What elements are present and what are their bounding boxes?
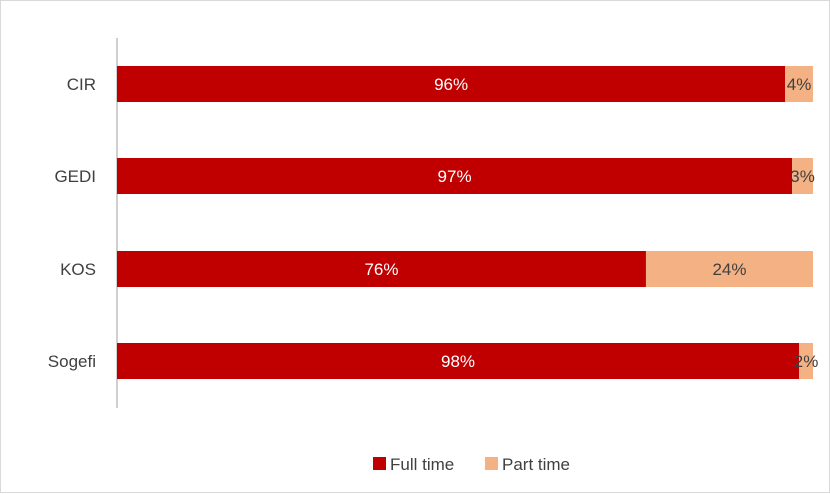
data-label-part-time-gedi: 3%	[790, 167, 815, 186]
bar-part-time-kos	[645, 251, 813, 287]
bars-layer: 96% 4% 97% 3% 76% 24% 98% 2%	[117, 66, 818, 379]
data-label-part-time-kos: 24%	[712, 260, 746, 279]
bar-part-time-sogefi	[799, 343, 813, 379]
bar-full-time-cir	[117, 66, 786, 102]
bar-full-time-kos	[117, 251, 646, 287]
data-label-full-time-sogefi: 98%	[441, 352, 475, 371]
category-label-gedi: GEDI	[54, 167, 96, 186]
legend-label-part-time: Part time	[502, 455, 570, 474]
data-label-part-time-cir: 4%	[787, 75, 812, 94]
legend-swatch-part-time	[485, 457, 498, 470]
bar-part-time-cir	[785, 66, 813, 102]
bar-full-time-gedi	[117, 158, 793, 194]
category-label-cir: CIR	[67, 75, 96, 94]
bar-part-time-gedi	[792, 158, 813, 194]
legend: Full time Part time	[373, 455, 570, 474]
data-label-full-time-gedi: 97%	[438, 167, 472, 186]
bar-full-time-sogefi	[117, 343, 800, 379]
category-labels: CIR GEDI KOS Sogefi	[48, 75, 96, 371]
legend-label-full-time: Full time	[390, 455, 454, 474]
category-label-sogefi: Sogefi	[48, 352, 96, 371]
data-label-part-time-sogefi: 2%	[794, 352, 819, 371]
category-label-kos: KOS	[60, 260, 96, 279]
data-label-full-time-cir: 96%	[434, 75, 468, 94]
data-label-full-time-kos: 76%	[364, 260, 398, 279]
legend-swatch-full-time	[373, 457, 386, 470]
